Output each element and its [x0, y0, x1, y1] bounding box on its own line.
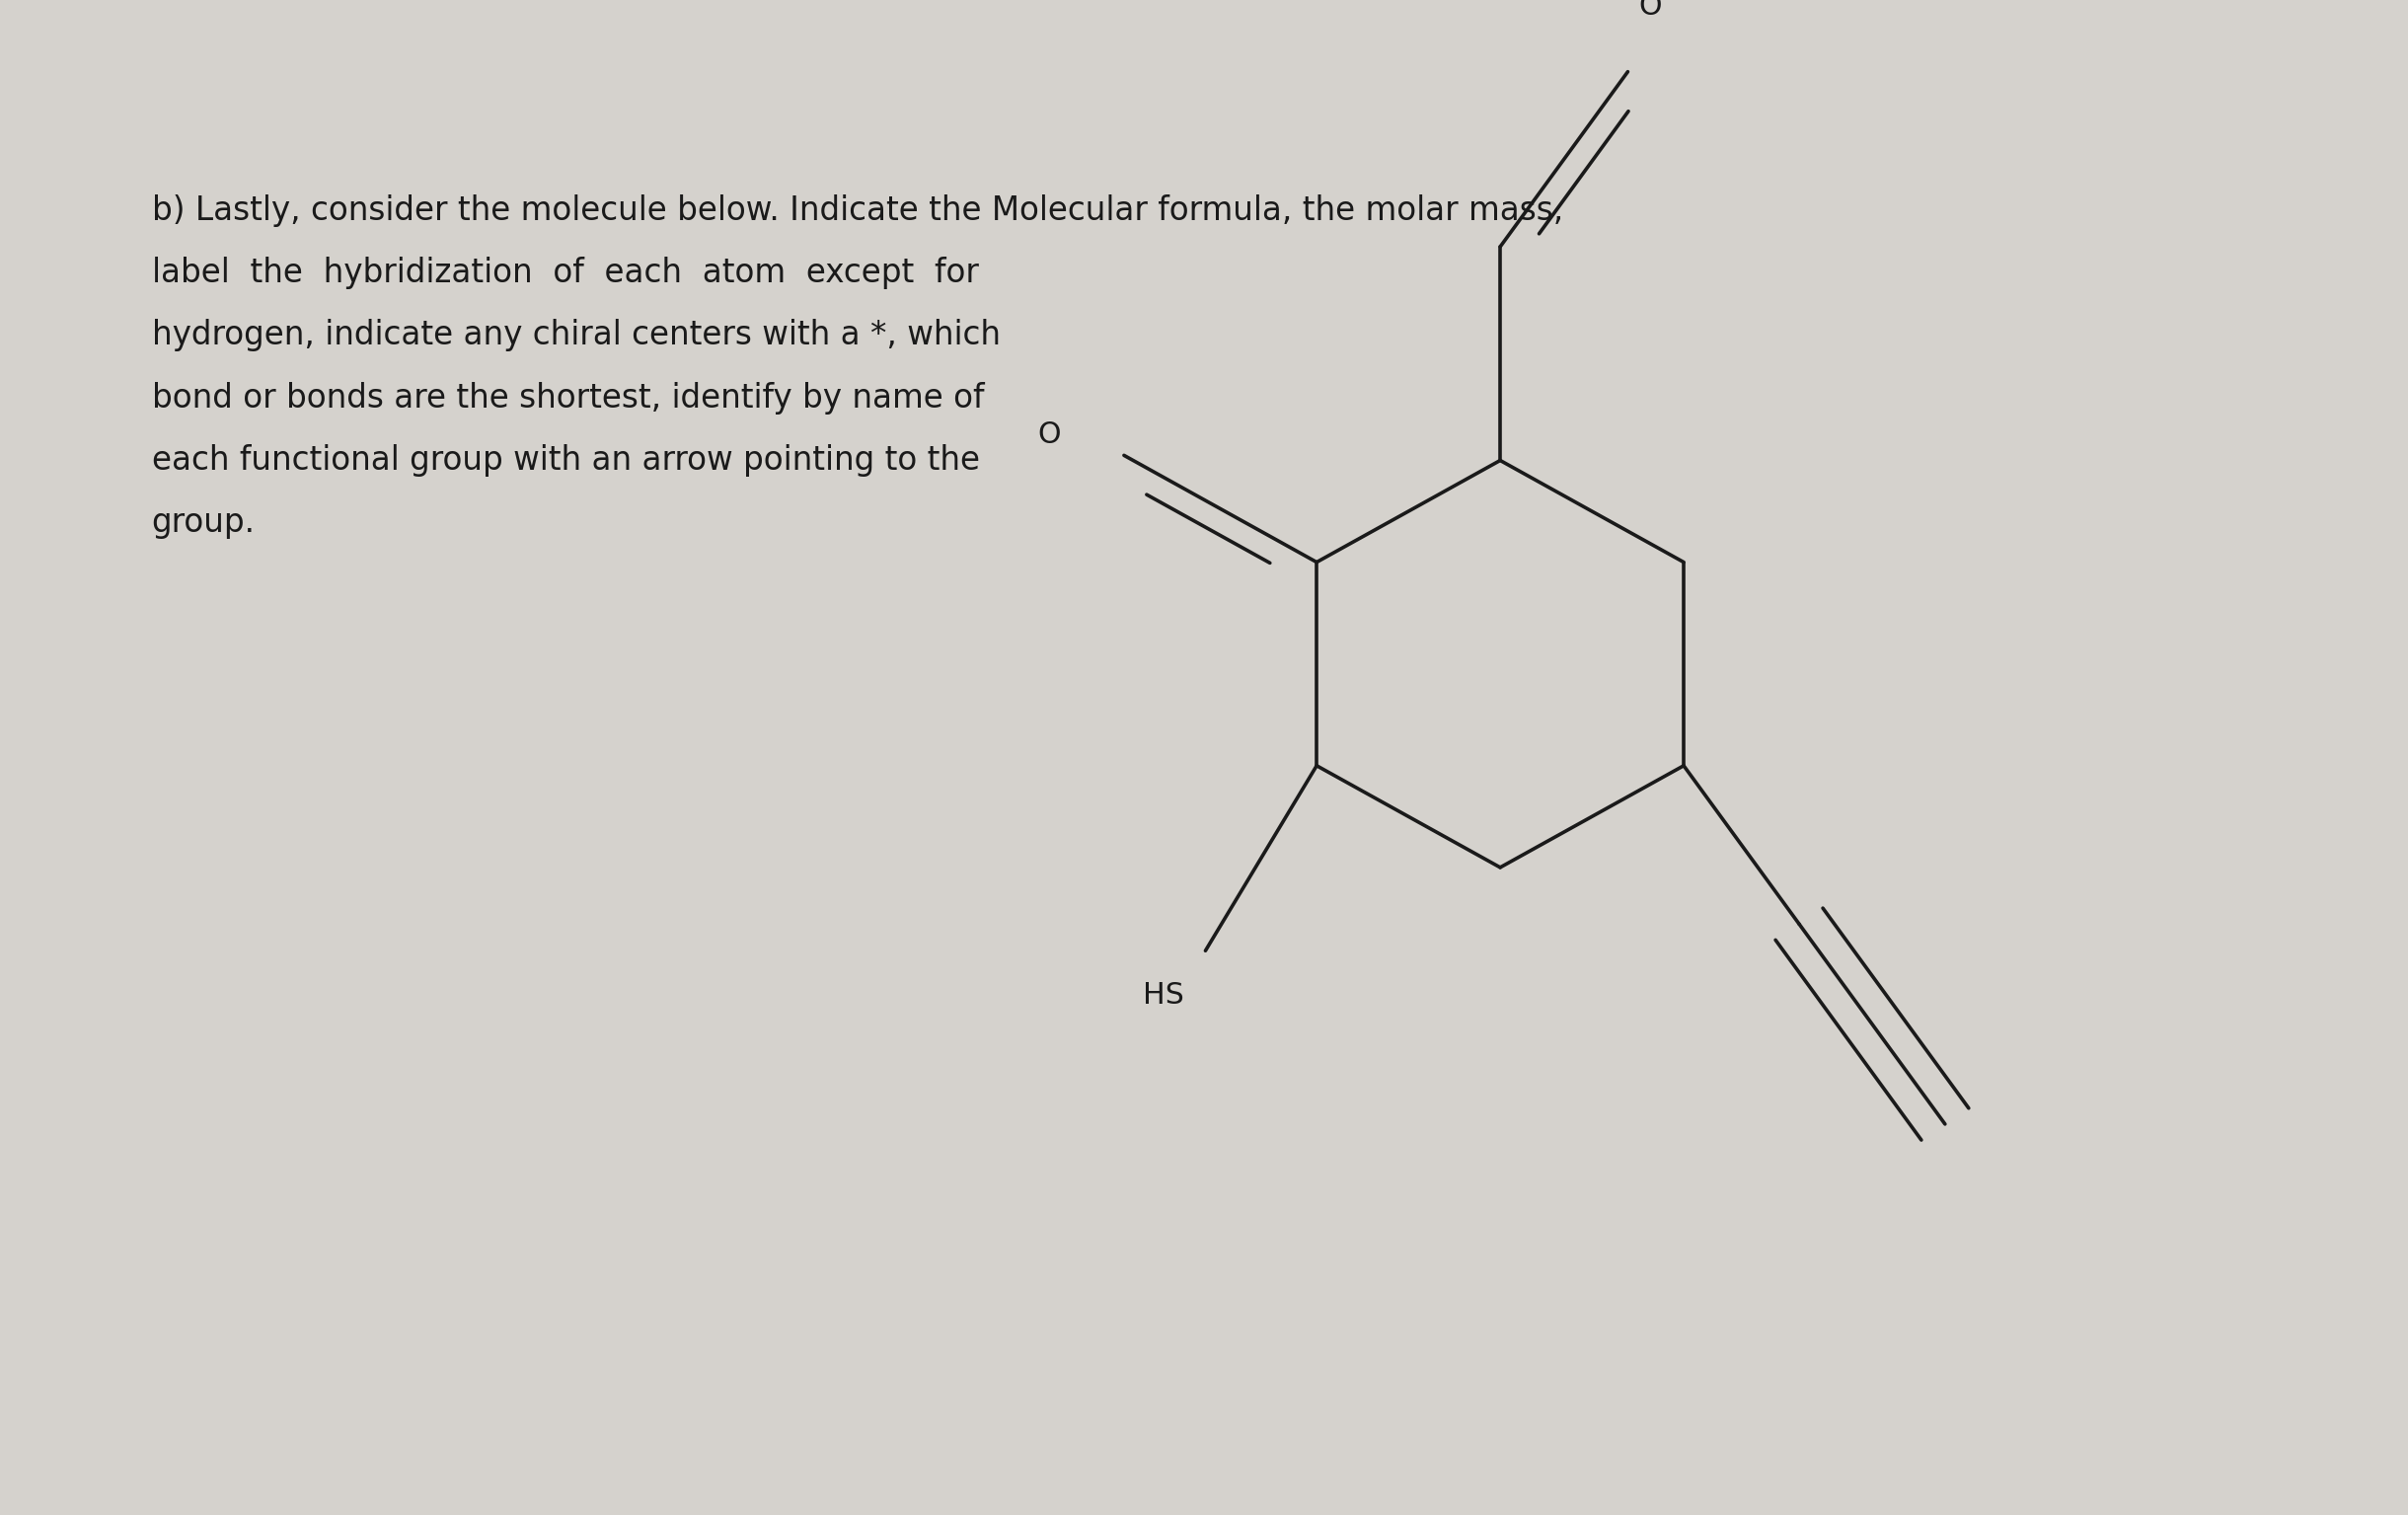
Text: hydrogen, indicate any chiral centers with a *, which: hydrogen, indicate any chiral centers wi… [152, 320, 999, 351]
Text: O: O [1637, 0, 1662, 21]
Text: each functional group with an arrow pointing to the: each functional group with an arrow poin… [152, 444, 980, 477]
Text: HS: HS [1144, 982, 1185, 1011]
Text: O: O [1038, 421, 1060, 450]
Text: group.: group. [152, 508, 255, 539]
Text: bond or bonds are the shortest, identify by name of: bond or bonds are the shortest, identify… [152, 382, 985, 414]
Text: b) Lastly, consider the molecule below. Indicate the Molecular formula, the mola: b) Lastly, consider the molecule below. … [152, 194, 1563, 227]
Text: label  the  hybridization  of  each  atom  except  for: label the hybridization of each atom exc… [152, 256, 978, 289]
